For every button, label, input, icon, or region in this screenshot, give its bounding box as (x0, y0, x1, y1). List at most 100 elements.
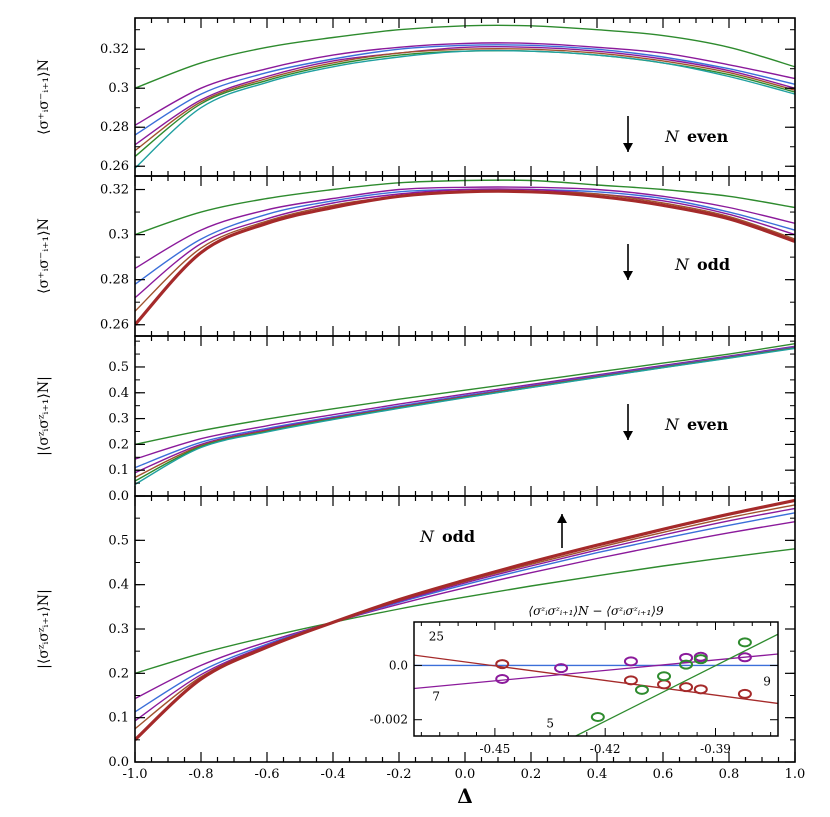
annotation-word-bottom: odd (442, 527, 475, 546)
inset-marker-5 (679, 659, 694, 670)
panel-frame-top (134, 17, 796, 177)
annotation-arrowhead-bottom (557, 514, 567, 523)
y-axis-label-second: ⟨σ⁺ᵢσ⁻ᵢ₊₁⟩N (36, 218, 52, 294)
panel-bottom: 0.0 0.1 0.2 0.3 0.4 0.5 |⟨σᶻᵢσᶻᵢ₊₁⟩N| N odd -1.0 -… (36, 495, 806, 782)
annotation-n-top: N (664, 127, 680, 146)
series-line-third-4 (135, 347, 795, 479)
inset-series-line-5 (575, 633, 778, 736)
y-tick-label: 0.32 (100, 42, 129, 57)
x-tick-label: -1.0 (122, 767, 147, 782)
x-tick-label: -0.6 (254, 767, 279, 782)
x-tick-label: 0.4 (587, 767, 608, 782)
y-tick-label: 0.32 (100, 183, 129, 198)
y-tick-label: 0.3 (108, 81, 129, 96)
x-tick-label: -0.8 (188, 767, 213, 782)
inset-series-label: 25 (429, 630, 444, 644)
inset-title: ⟨σᶻᵢσᶻᵢ₊₁⟩N − ⟨σᶻᵢσᶻᵢ₊₁⟩9 (528, 604, 664, 618)
y-tick-label: 0.0 (108, 489, 129, 504)
inset-x-tick-label: -0.45 (479, 742, 510, 756)
x-tick-label: 0.8 (719, 767, 740, 782)
annotation-n-third: N (664, 415, 680, 434)
series-line-third-3 (135, 346, 795, 474)
inset-marker-7 (679, 652, 694, 663)
y-tick-label: 0.5 (108, 360, 129, 375)
y-tick-label: 0.3 (108, 622, 129, 637)
x-axis-label: Δ (457, 784, 473, 808)
y-tick-label: 0.1 (108, 463, 129, 478)
panel-frame-second (134, 175, 796, 337)
inset-marker-5 (590, 712, 605, 722)
inset-series-label: 9 (763, 674, 771, 688)
inset-marker-7 (554, 663, 569, 674)
inset-x-tick-label: -0.39 (700, 742, 731, 756)
y-tick-label: 0.2 (108, 666, 129, 681)
inset-marker-25 (495, 659, 510, 670)
annotation-word-top: even (687, 127, 729, 146)
annotation-n-bottom: N (419, 527, 435, 546)
series-line-third-6 (135, 347, 795, 486)
inset-marker-7 (495, 674, 510, 684)
inset-series-line-7 (414, 653, 778, 690)
annotation-arrowhead-third (623, 431, 633, 440)
inset-series-line-25 (414, 654, 778, 705)
series-line-third-0 (135, 343, 795, 446)
annotation-arrowhead-top (623, 143, 633, 152)
inset-marker-25 (679, 682, 694, 693)
y-tick-label: 0.28 (100, 273, 129, 288)
x-tick-label: 0.0 (455, 767, 476, 782)
inset-y-tick-label: 0.0 (389, 658, 408, 672)
annotation-arrowhead-second (623, 271, 633, 280)
y-tick-label: 0.4 (108, 578, 129, 593)
inset-marker-25 (623, 675, 638, 686)
y-tick-label: 0.26 (100, 318, 129, 333)
inset-marker-7 (737, 652, 752, 663)
inset-marker-25 (693, 684, 708, 695)
inset-marker-7 (623, 656, 638, 667)
y-axis-label-top: ⟨σ⁺ᵢσ⁻ᵢ₊₁⟩N (36, 59, 52, 135)
y-axis-label-third: |⟨σᶻᵢσᶻᵢ₊₁⟩N| (36, 376, 52, 456)
series-line-third-2 (135, 346, 795, 469)
panel-top: 0.26 0.28 0.3 0.32 ⟨σ⁺ᵢσ⁻ᵢ₊₁⟩N N even (36, 17, 796, 177)
series-line-second-4 (135, 190, 795, 312)
y-tick-label: 0.3 (108, 412, 129, 427)
inset-frame (413, 621, 779, 737)
series-line-bottom-2 (135, 512, 795, 713)
series-line-bottom-5 (135, 498, 795, 741)
y-tick-label: 0.5 (108, 533, 129, 548)
series-line-second-3 (135, 188, 795, 299)
inset-marker-5 (657, 671, 672, 682)
y-tick-label: 0.2 (108, 437, 129, 452)
x-tick-label: -0.4 (320, 767, 345, 782)
series-line-top-4 (135, 48, 795, 152)
inset-panel: -0.45 -0.42 -0.39 0.0 -0.002 ⟨σᶻᵢσᶻᵢ₊₁⟩N − ⟨σ… (370, 604, 779, 756)
x-tick-label: 0.2 (521, 767, 542, 782)
y-tick-label: 0.0 (108, 755, 129, 770)
inset-series-label: 5 (546, 716, 554, 730)
series-line-top-6 (135, 49, 795, 169)
x-tick-label: 0.6 (653, 767, 674, 782)
y-tick-label: 0.28 (100, 120, 129, 135)
inset-y-tick-label: -0.002 (370, 713, 408, 727)
series-line-top-0 (135, 24, 795, 89)
series-line-second-1 (135, 186, 795, 270)
series-line-bottom-0 (135, 548, 795, 674)
series-line-second-2 (135, 188, 795, 285)
y-tick-label: 0.26 (100, 159, 129, 174)
y-tick-label: 0.1 (108, 711, 129, 726)
series-line-top-3 (135, 45, 795, 146)
inset-marker-25 (737, 688, 752, 699)
annotation-word-second: odd (697, 255, 730, 274)
annotation-word-third: even (687, 415, 729, 434)
series-line-top-2 (135, 44, 795, 136)
series-line-top-1 (135, 42, 795, 126)
x-tick-label: 1.0 (785, 767, 806, 782)
x-tick-label: -0.2 (386, 767, 411, 782)
y-tick-label: 0.4 (108, 386, 129, 401)
inset-marker-5 (634, 684, 649, 695)
inset-series-label: 7 (432, 689, 440, 703)
series-line-second-5 (135, 189, 795, 326)
annotation-n-second: N (674, 255, 690, 274)
